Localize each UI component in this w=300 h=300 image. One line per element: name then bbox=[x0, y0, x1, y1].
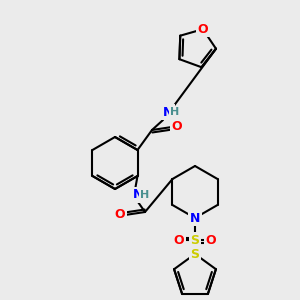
Text: O: O bbox=[172, 121, 182, 134]
Text: O: O bbox=[206, 233, 216, 247]
Text: S: S bbox=[190, 248, 200, 260]
Text: H: H bbox=[170, 107, 180, 117]
Text: O: O bbox=[197, 23, 208, 36]
Text: N: N bbox=[163, 106, 173, 118]
Text: N: N bbox=[190, 212, 200, 224]
Text: S: S bbox=[190, 233, 200, 247]
Text: O: O bbox=[174, 233, 184, 247]
Text: N: N bbox=[133, 188, 143, 202]
Text: O: O bbox=[115, 208, 125, 221]
Text: H: H bbox=[140, 190, 150, 200]
